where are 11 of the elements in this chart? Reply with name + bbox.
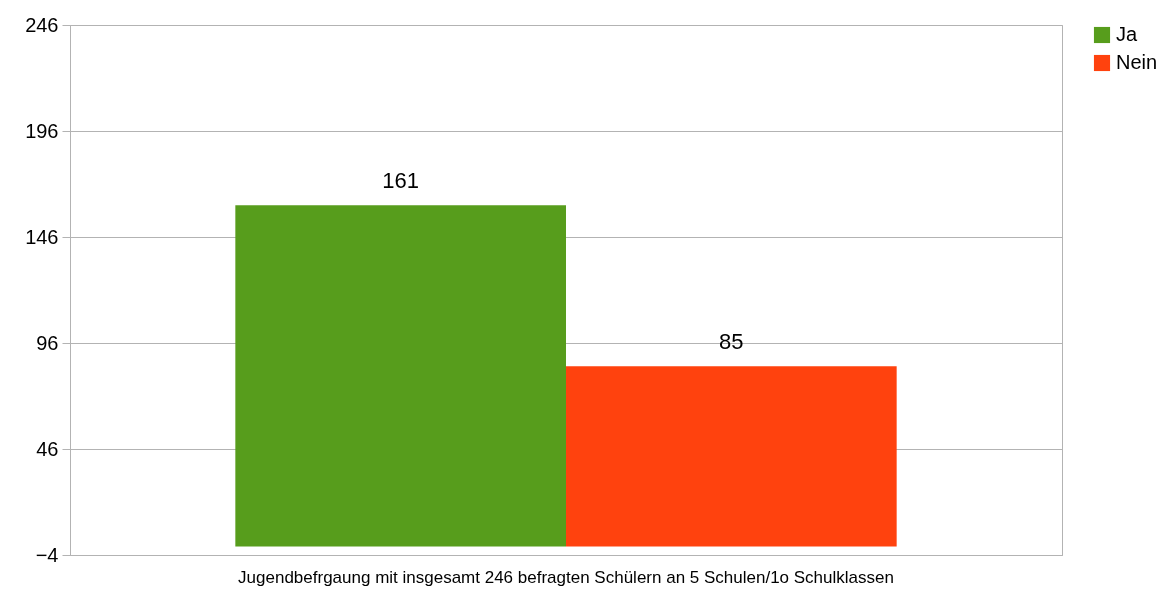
legend-label: Ja bbox=[1116, 23, 1138, 45]
y-tick-label: 196 bbox=[25, 119, 59, 142]
data-label: 161 bbox=[382, 168, 420, 194]
y-tick-label: −4 bbox=[35, 543, 59, 566]
y-tick-label: 46 bbox=[36, 437, 59, 460]
y-tick-label: 96 bbox=[36, 331, 59, 354]
x-tick-label: Jugendbefrgaung mit insgesamt 246 befragten Schülern an 5 Schulen/1o Schulklassen bbox=[238, 567, 894, 587]
y-tick-label: 146 bbox=[25, 225, 59, 248]
data-label: 85 bbox=[719, 329, 744, 355]
y-tick-label: 246 bbox=[25, 13, 59, 36]
legend-label: Nein bbox=[1116, 51, 1158, 73]
